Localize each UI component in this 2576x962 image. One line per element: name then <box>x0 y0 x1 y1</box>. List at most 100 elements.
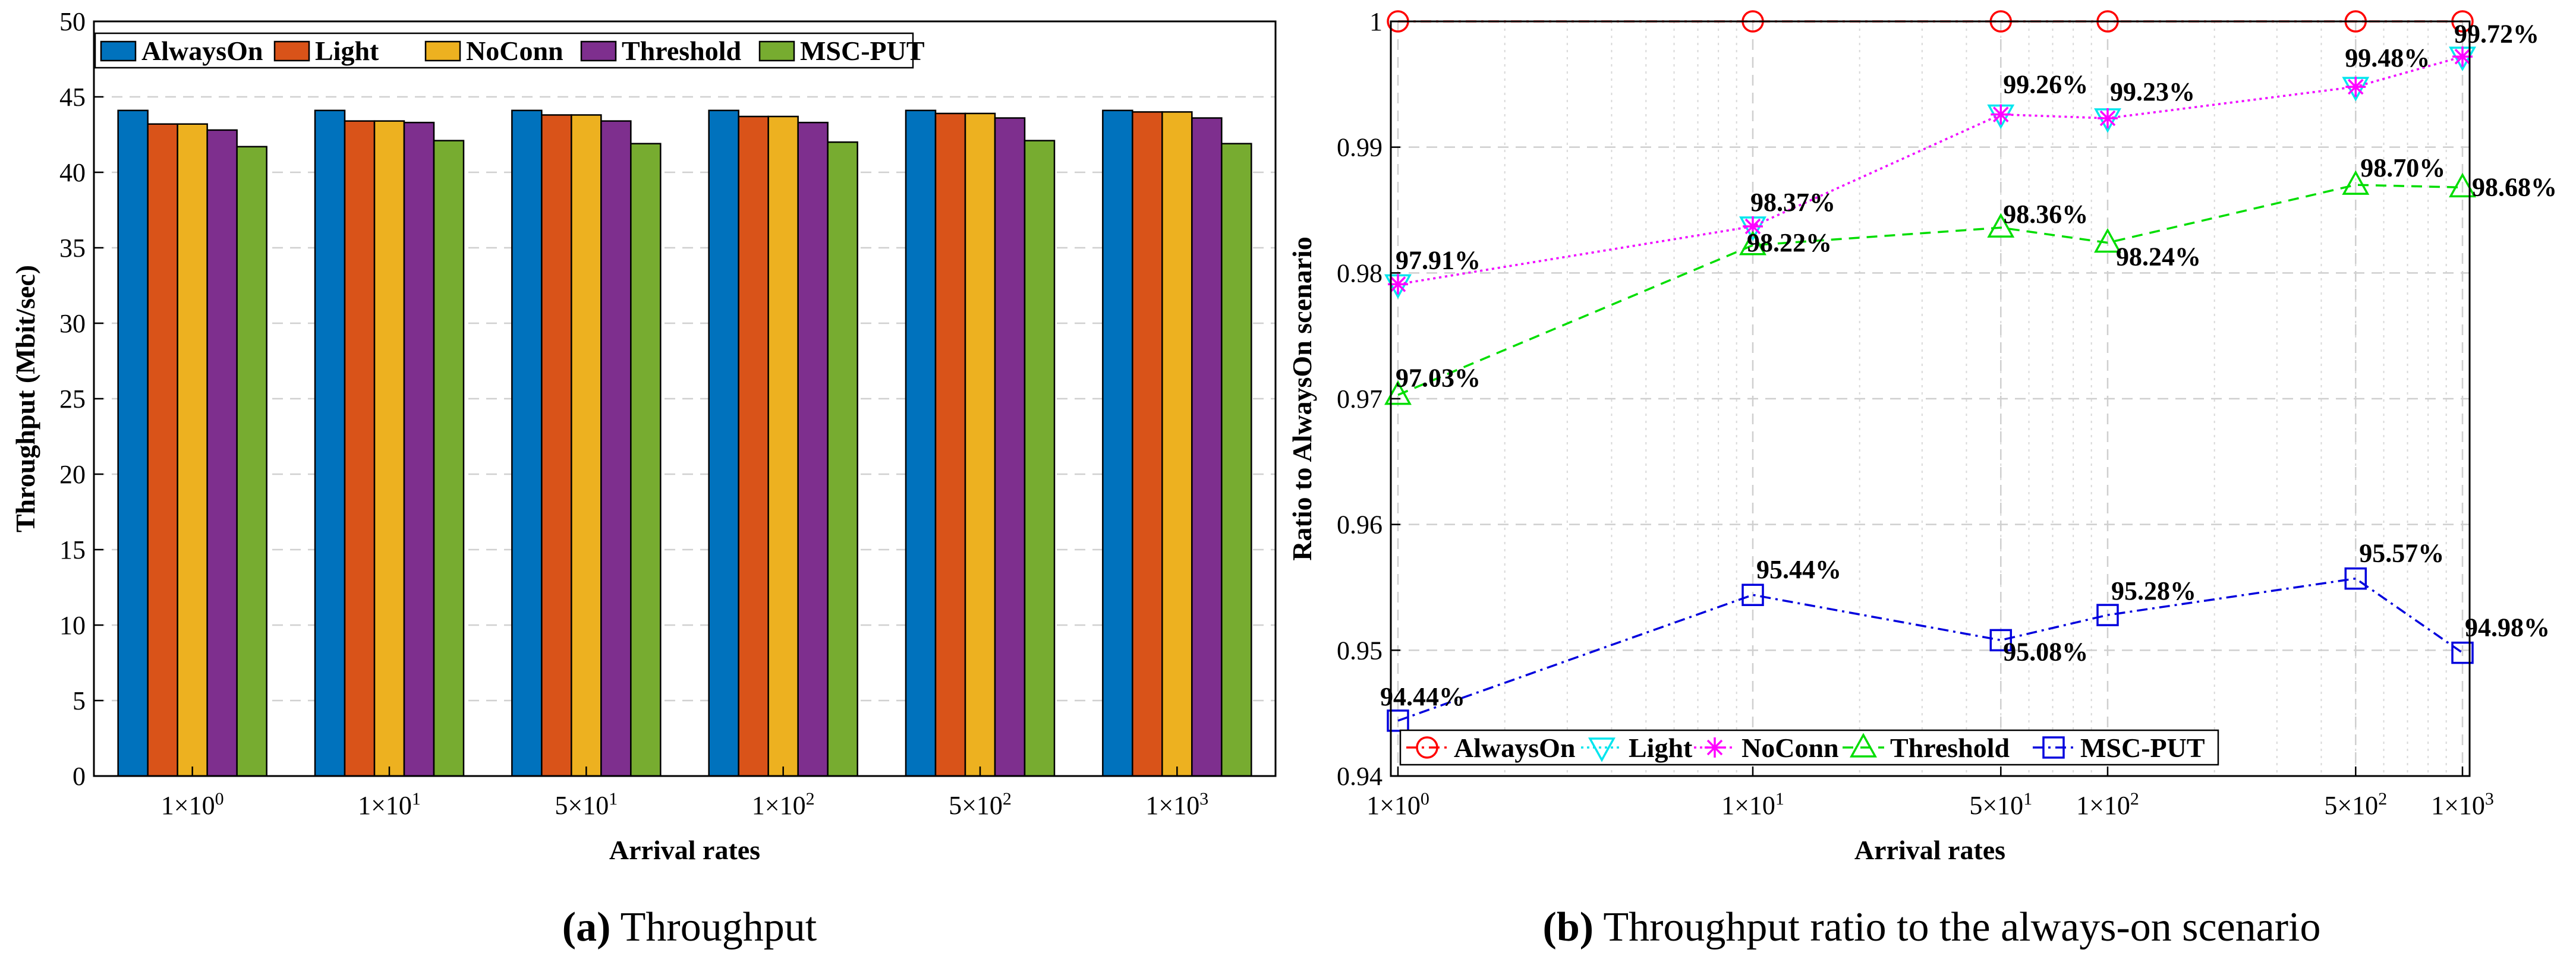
bar-threshold-0 <box>206 129 238 777</box>
b-xtick-label-exponent: 0 <box>1421 789 1429 809</box>
b-legend-label-light: Light <box>1629 733 1693 763</box>
b-marker-noconn-2 <box>1991 104 2011 125</box>
b-xtick-label-mantissa: 5 <box>2324 791 2337 820</box>
b-legend-marker-msc-put <box>2042 736 2065 759</box>
b-xtick-label: 1×102 <box>2076 789 2139 821</box>
b-line-noconn <box>1397 55 2463 286</box>
a-xtick-label-times: ×10 <box>765 791 806 820</box>
bar-threshold-3 <box>797 121 829 777</box>
a-caption-text: Throughput <box>610 904 817 950</box>
b-marker-noconn-3-stroke <box>2099 110 2116 127</box>
b-xtick-label-times: ×10 <box>1734 791 1775 820</box>
b-marker-msc-put-0 <box>1387 709 1409 732</box>
a-ytick-label: 15 <box>59 535 86 564</box>
b-marker-noconn-5-stroke <box>2454 49 2471 65</box>
b-marker-msc-put-2 <box>1989 629 2013 652</box>
b-ytick-label: 0.97 <box>1337 384 1383 414</box>
a-xtick-label: 5×101 <box>555 789 618 821</box>
bar-msc-put-3 <box>827 141 858 777</box>
b-marker-noconn-1-stroke <box>1744 218 1761 235</box>
b-xtick-label-exponent: 3 <box>2485 789 2494 809</box>
b-marker-msc-put-5 <box>2451 641 2474 664</box>
a-legend-swatch-alwayson <box>100 40 137 62</box>
b-ytick-label: 0.95 <box>1337 636 1383 665</box>
b-xtick-label-times: ×10 <box>2337 791 2378 820</box>
bar-noconn-1 <box>373 120 405 777</box>
a-y-ticks: 0 5 10 15 20 25 30 35 40 45 50 <box>59 7 103 791</box>
bar-msc-put-2 <box>630 143 662 777</box>
a-xtick-label-times: ×10 <box>568 791 609 820</box>
b-data-label-noconn-1: 98.37% <box>1750 188 1835 217</box>
b-line-light <box>1397 55 2463 286</box>
b-data-label-noconn-2: 99.26% <box>2003 70 2088 99</box>
a-xtick-label: 5×102 <box>949 789 1012 821</box>
b-caption-text: Throughput ratio to the always-on scenar… <box>1594 904 2320 950</box>
a-xtick-label: 1×101 <box>358 789 421 821</box>
a-xlabel: Arrival rates <box>609 835 760 865</box>
b-lines <box>1384 10 2476 732</box>
bar-msc-put-0 <box>236 146 267 777</box>
a-legend-swatch-light <box>273 40 310 62</box>
b-legend-marker-light <box>1588 737 1615 762</box>
a-bars <box>117 109 1252 777</box>
bar-noconn-4 <box>964 112 996 777</box>
b-marker-threshold-0 <box>1384 380 1412 405</box>
a-xtick-label: 1×102 <box>752 789 815 821</box>
a-legend-swatch-threshold <box>580 40 617 62</box>
a-xtick-label-mantissa: 1 <box>1145 791 1158 820</box>
bar-threshold-4 <box>994 117 1026 777</box>
a-x-ticks: 1×100 1×101 5×101 1×102 5×102 1×103 <box>161 767 1208 820</box>
a-ytick-label: 25 <box>59 384 86 414</box>
bar-msc-put-5 <box>1221 143 1252 777</box>
b-data-label-noconn-3: 99.23% <box>2110 77 2195 106</box>
bar-msc-put-1 <box>433 140 465 777</box>
b-marker-threshold-4 <box>2342 170 2370 195</box>
bar-alwayson-4 <box>905 109 937 777</box>
bar-alwayson-5 <box>1102 109 1133 777</box>
b-data-label-threshold-0: 97.03% <box>1396 364 1481 393</box>
a-ytick-label: 5 <box>73 686 86 715</box>
a-xtick-label-exponent: 2 <box>806 789 815 809</box>
a-legend-swatch-noconn <box>424 40 461 62</box>
b-ytick-label: 1 <box>1369 7 1383 36</box>
b-legend-label-threshold: Threshold <box>1890 733 2010 763</box>
b-marker-noconn-5 <box>2452 46 2473 67</box>
a-xtick-label-times: ×10 <box>1158 791 1199 820</box>
b-marker-msc-put-1 <box>1742 583 1764 606</box>
bar-light-2 <box>541 114 572 777</box>
b-ylabel: Ratio to AlwaysOn scenario <box>1287 236 1317 561</box>
b-xtick-label-times: ×10 <box>1380 791 1421 820</box>
a-xtick-label-times: ×10 <box>962 791 1003 820</box>
b-data-label-noconn-5: 99.72% <box>2454 19 2539 48</box>
b-xtick-label: 1×100 <box>1366 789 1429 821</box>
a-legend-swatch-msc-put <box>758 40 795 62</box>
b-data-label-msc-put-3: 95.28% <box>2111 576 2196 605</box>
b-y-ticks: 0.94 0.95 0.96 0.97 0.98 0.99 1 <box>1337 7 1400 791</box>
b-data-label-threshold-2: 98.36% <box>2003 200 2088 229</box>
b-marker-noconn-2-stroke <box>1993 106 2009 122</box>
a-legend: AlwaysOn Light NoConn Threshold MSC-PUT <box>94 32 925 69</box>
b-ytick-label: 0.96 <box>1337 510 1383 540</box>
b-marker-threshold-2 <box>1987 213 2015 238</box>
b-ytick-label: 0.99 <box>1337 133 1383 162</box>
a-caption: (a) Throughput <box>562 904 817 950</box>
bar-noconn-3 <box>767 115 799 777</box>
a-xtick-label-exponent: 2 <box>1003 789 1012 809</box>
b-data-labels: 97.91% 98.37% 99.26% 99.23% 99.48% 99.72% 97.0… <box>1380 19 2557 711</box>
b-legend: AlwaysOn Light NoConn Threshold MSC-PUT <box>1399 729 2219 766</box>
a-legend-label-alwayson: AlwaysOn <box>141 36 263 66</box>
bar-threshold-2 <box>600 120 632 777</box>
b-xtick-label-mantissa: 1 <box>1721 791 1734 820</box>
a-xtick-label-times: ×10 <box>174 791 215 820</box>
b-xtick-label-exponent: 1 <box>1775 789 1784 809</box>
bar-alwayson-3 <box>708 109 739 777</box>
a-grid <box>94 96 1276 702</box>
b-legend-label-alwayson: AlwaysOn <box>1454 733 1575 763</box>
a-ytick-label: 45 <box>59 83 86 112</box>
a-ytick-label: 10 <box>59 611 86 640</box>
b-data-label-threshold-1: 98.22% <box>1747 228 1832 257</box>
bar-light-5 <box>1132 111 1163 777</box>
b-data-label-threshold-3: 98.24% <box>2116 242 2201 272</box>
